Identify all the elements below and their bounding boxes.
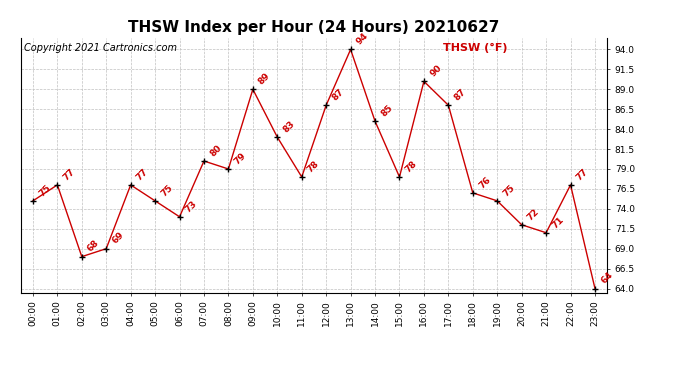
Point: [150, 198, 161, 204]
Text: 79: 79: [233, 151, 248, 166]
Text: 80: 80: [208, 143, 224, 158]
Text: THSW (°F): THSW (°F): [443, 43, 507, 52]
Text: 73: 73: [184, 199, 199, 214]
Point: [272, 134, 283, 140]
Point: [540, 230, 551, 236]
Text: 87: 87: [331, 87, 346, 102]
Point: [28, 198, 39, 204]
Text: 75: 75: [159, 183, 175, 198]
Text: 77: 77: [575, 167, 590, 182]
Point: [443, 102, 454, 108]
Point: [101, 246, 112, 252]
Text: 90: 90: [428, 63, 443, 78]
Text: 76: 76: [477, 175, 492, 190]
Text: 87: 87: [453, 87, 468, 102]
Text: 78: 78: [404, 159, 419, 174]
Text: 75: 75: [502, 183, 517, 198]
Point: [296, 174, 307, 180]
Text: 69: 69: [110, 231, 126, 246]
Text: 77: 77: [135, 167, 150, 182]
Title: THSW Index per Hour (24 Hours) 20210627: THSW Index per Hour (24 Hours) 20210627: [128, 20, 500, 35]
Text: 68: 68: [86, 238, 101, 254]
Point: [199, 158, 210, 164]
Point: [77, 254, 88, 260]
Point: [345, 46, 356, 53]
Point: [467, 190, 478, 196]
Point: [174, 214, 185, 220]
Text: 64: 64: [599, 270, 614, 286]
Point: [321, 102, 332, 108]
Text: 78: 78: [306, 159, 321, 174]
Text: 71: 71: [550, 214, 566, 230]
Point: [589, 285, 600, 291]
Text: 89: 89: [257, 71, 273, 87]
Point: [492, 198, 503, 204]
Point: [565, 182, 576, 188]
Text: Copyright 2021 Cartronics.com: Copyright 2021 Cartronics.com: [23, 43, 177, 52]
Point: [418, 78, 429, 84]
Text: 72: 72: [526, 207, 541, 222]
Point: [516, 222, 527, 228]
Text: 85: 85: [380, 103, 395, 118]
Point: [223, 166, 234, 172]
Text: 77: 77: [61, 167, 77, 182]
Text: 75: 75: [37, 183, 52, 198]
Point: [247, 86, 258, 92]
Text: 83: 83: [282, 119, 297, 134]
Text: 94: 94: [355, 31, 370, 46]
Point: [394, 174, 405, 180]
Point: [125, 182, 136, 188]
Point: [52, 182, 63, 188]
Point: [370, 118, 381, 124]
